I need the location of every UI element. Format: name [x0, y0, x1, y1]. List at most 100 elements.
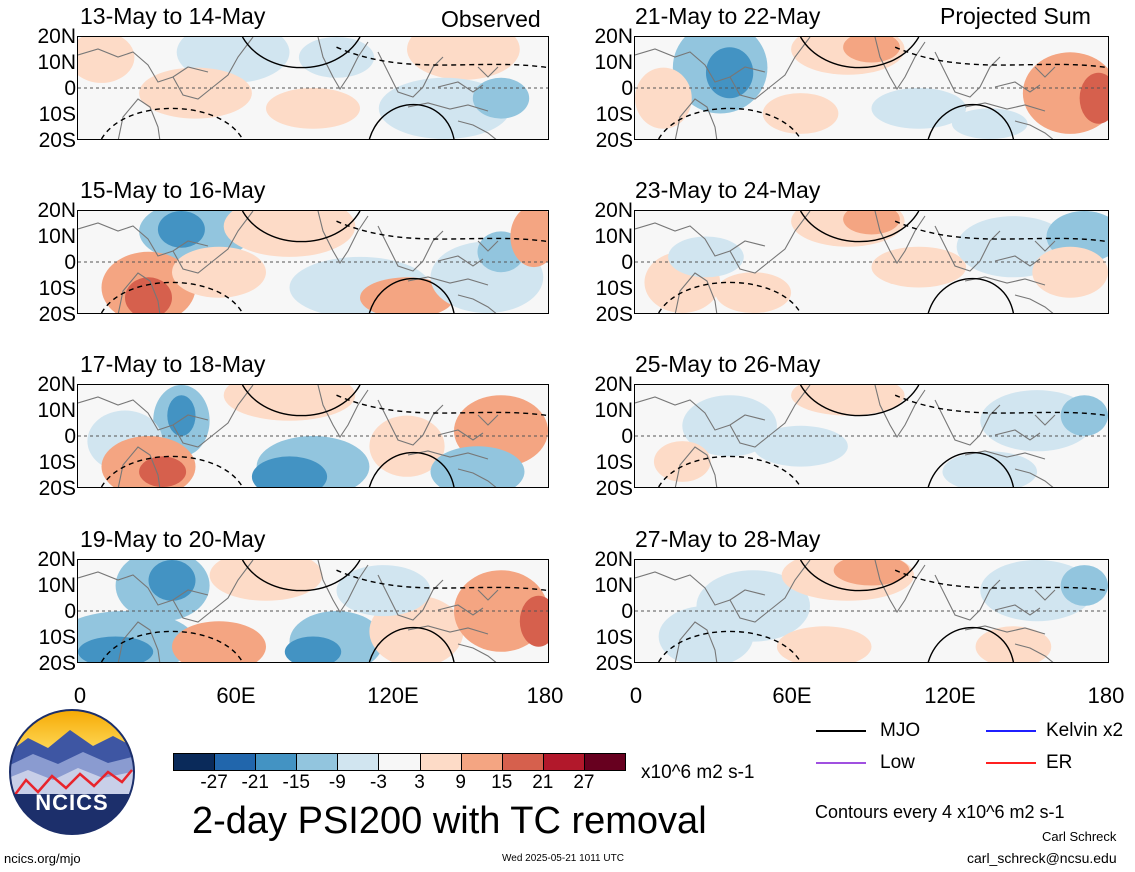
lat-label: 10N	[37, 225, 76, 248]
panel-title: 27-May to 28-May	[635, 526, 821, 552]
anomaly-shading	[407, 37, 520, 80]
coastline	[994, 255, 1041, 267]
lat-label: 10S	[595, 277, 633, 300]
anomaly-shading	[682, 395, 777, 457]
map-graphic	[78, 560, 548, 662]
lat-label: 10N	[37, 399, 76, 422]
lat-label: 20N	[594, 25, 633, 48]
coastline	[729, 37, 811, 100]
coastline	[437, 604, 484, 616]
coastline	[437, 255, 484, 267]
coastline	[317, 560, 369, 614]
coastline	[317, 211, 369, 265]
anomaly-shading	[951, 108, 1028, 139]
coastline	[457, 643, 497, 662]
contour-line	[799, 560, 920, 592]
lat-label: 0	[64, 425, 76, 448]
anomaly-shading	[1060, 565, 1108, 606]
map-panel-5	[77, 384, 549, 488]
anomaly-shading	[139, 67, 252, 119]
footer-link[interactable]: ncics.org/mjo	[4, 851, 81, 866]
coastline	[674, 272, 718, 313]
anomaly-shading	[776, 626, 872, 662]
contour-line	[336, 46, 548, 69]
colorbar-tick: -9	[328, 772, 346, 793]
contour-line	[799, 211, 920, 243]
contour-line	[241, 385, 361, 417]
anomaly-shading	[148, 560, 196, 601]
coastline	[78, 396, 209, 431]
legend-er: ER	[1046, 752, 1073, 773]
anomaly-shading	[975, 626, 1052, 662]
contour-line	[368, 452, 455, 487]
coastline	[117, 272, 161, 313]
contour-line	[927, 278, 1015, 313]
ncics-logo: NCICS	[8, 708, 136, 836]
contour-line	[368, 627, 455, 662]
anomaly-shading	[668, 236, 744, 278]
coastline	[117, 621, 161, 662]
lat-label: 20S	[595, 477, 633, 500]
lat-label: 10S	[595, 451, 633, 474]
colorbar-tick: 3	[414, 772, 425, 793]
coastline	[437, 429, 484, 441]
colorbar	[173, 753, 626, 771]
panel-title: 17-May to 18-May	[80, 351, 266, 377]
lat-label: 20S	[595, 652, 633, 675]
anomaly-shading	[251, 456, 328, 487]
lon-label: 180	[526, 683, 564, 708]
anomaly-shading	[843, 37, 900, 63]
map-graphic	[635, 37, 1108, 139]
observed-label: Observed	[441, 6, 541, 32]
lat-label: 0	[64, 251, 76, 274]
anomaly-shading	[635, 67, 692, 129]
contour-line	[927, 452, 1015, 487]
lon-label: 0	[629, 683, 643, 708]
coastline	[407, 276, 489, 286]
contour-line	[336, 569, 548, 592]
coastline	[635, 222, 766, 257]
lat-label: 10N	[37, 51, 76, 74]
map-graphic	[635, 211, 1108, 313]
lat-label: 20N	[37, 199, 76, 222]
lon-label: 0	[73, 683, 87, 708]
anomaly-shading	[223, 385, 356, 421]
panel-title: 19-May to 20-May	[80, 526, 266, 552]
lat-label: 10S	[38, 451, 76, 474]
contour-line	[799, 385, 920, 417]
map-panel-2	[634, 36, 1109, 140]
coastline	[172, 560, 254, 623]
anomaly-shading	[705, 47, 754, 99]
legend-low-line	[816, 762, 866, 764]
anomaly-shading	[871, 246, 967, 288]
anomaly-shading	[1060, 395, 1108, 436]
colorbar-tick: -3	[370, 772, 387, 793]
map-graphic	[78, 211, 548, 313]
coastline	[934, 574, 1001, 621]
lat-label: 20S	[38, 303, 76, 326]
author-email[interactable]: carl_schreck@ncsu.edu	[967, 850, 1117, 866]
contour-line	[241, 37, 361, 69]
map-panel-7	[77, 559, 549, 663]
colorbar-cell	[255, 753, 298, 771]
contour-line	[368, 104, 455, 139]
lat-label: 20N	[594, 373, 633, 396]
lat-label: 20S	[38, 477, 76, 500]
coastline	[674, 446, 718, 487]
lat-label: 10S	[38, 626, 76, 649]
lat-label: 10N	[594, 574, 633, 597]
coastline	[934, 225, 1001, 272]
colorbar-tick: -15	[282, 772, 310, 793]
colorbar-cell	[173, 753, 216, 771]
lon-label: 60E	[772, 683, 812, 708]
map-graphic	[635, 560, 1108, 662]
lat-label: 0	[64, 600, 76, 623]
anomaly-shading	[172, 246, 266, 298]
coastline	[874, 560, 926, 614]
coastline	[377, 399, 444, 446]
coastline	[377, 51, 444, 98]
anomaly-shading	[369, 415, 445, 477]
map-graphic	[78, 37, 548, 139]
coastline	[874, 211, 926, 265]
anomaly-shading	[1032, 246, 1108, 298]
